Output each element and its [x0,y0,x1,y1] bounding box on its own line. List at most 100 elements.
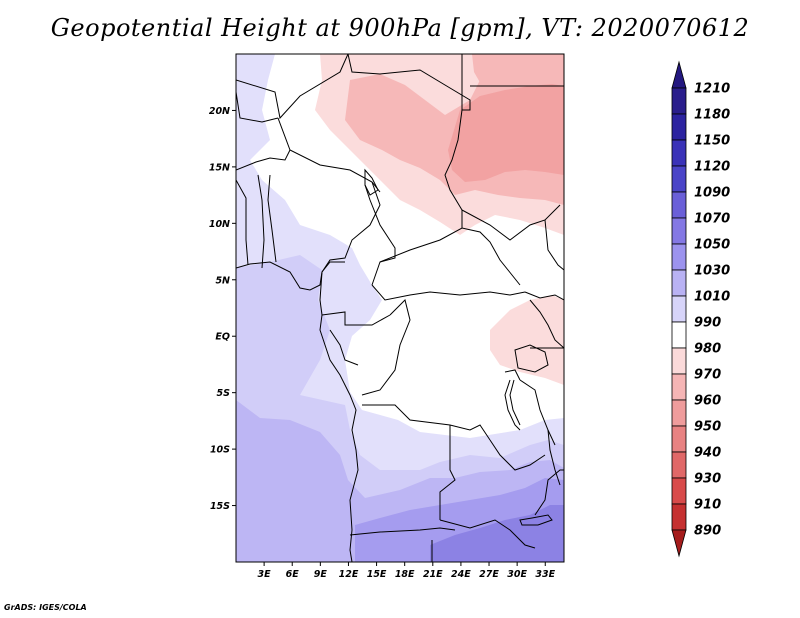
coast-west-africa [236,261,345,291]
colorbar-segment [671,87,687,115]
longitude-axis: 3E 6E 9E 12E 15E 18E 21E 24E 27E 30E 33E [258,562,556,580]
lat-tick-label: 10N [209,219,230,230]
lat-tick-label: 20N [209,106,230,117]
border-zambia-zimbabwe [439,519,536,549]
colorbar-segment [671,425,687,453]
field-pink-top [472,54,564,88]
lon-tick-label: 12E [339,569,359,580]
colorbar-label: 1090 [694,186,730,201]
border-congo-drc [361,299,411,396]
colorbar-top-arrow [671,60,687,89]
border-benin [267,174,277,263]
colorbar-segment [671,321,687,349]
border-ivory-ghana [236,179,249,266]
border-drc-zambia [489,439,546,471]
colorbar-label: 940 [694,446,721,461]
border-sudan-southsudan [461,204,561,241]
border-tanzania [519,379,556,446]
colorbar-segment [671,269,687,297]
grads-credit: GrADS: IGES/COLA [4,603,87,612]
height-field [236,54,564,562]
colorbar-segment [671,373,687,401]
lake-malawi [519,514,553,526]
lat-tick-label: 10S [210,445,230,456]
colorbar-segment [671,243,687,271]
border-gabon-congo [321,311,391,326]
border-angola-zambia [439,425,456,520]
border-southsudan-drc [524,291,564,301]
lon-tick-label: 3E [258,569,272,580]
colorbar-label: 970 [694,368,721,383]
colorbar-segment [671,451,687,479]
border-niger-nigeria [277,117,381,193]
lat-tick-label: 5N [215,275,230,286]
lake-victoria [514,344,549,373]
border-lake-tanganyika-east [509,379,521,426]
border-uganda [529,299,564,349]
colorbar-label: 930 [694,472,721,487]
field-pink-east [490,295,564,385]
border-burkina [236,149,291,171]
colorbar-label: 1180 [694,108,730,123]
border-car-drc [371,284,526,301]
colorbar-label: 1070 [694,212,730,227]
border-ghana-togo [257,174,265,269]
colorbar-label: 990 [694,316,721,331]
border-mali-niger [236,91,279,123]
colorbar-label: 910 [694,498,721,513]
colorbar-label: 1120 [694,160,730,175]
colorbar-segment [671,191,687,219]
colorbar-bottom-arrow [671,529,687,558]
border-angola-namibia [349,527,456,536]
colorbar-label: 890 [694,524,721,539]
colorbar-label: 1210 [694,82,730,97]
border-chad-car [379,227,521,286]
border-mozambique [534,469,564,516]
colorbar-segment [671,477,687,505]
lon-tick-label: 30E [507,569,527,580]
colorbar-label: 1030 [694,264,730,279]
lat-tick-label: 15N [209,162,230,173]
map-title: Geopotential Height at 900hPa [gpm], VT:… [50,14,750,42]
lat-tick-label: 5S [217,388,231,399]
field-pink-core [448,84,564,182]
colorbar-segment [671,503,687,531]
colorbar-segment [671,113,687,141]
lon-tick-label: 6E [286,569,300,580]
latitude-axis: 20N 15N 10N 5N EQ 5S 10S 15S [209,106,236,512]
colorbar-segment [671,217,687,245]
border-algeria-niger [236,54,349,120]
border-southsudan-east [544,219,564,271]
lon-tick-label: 21E [423,569,443,580]
lon-tick-label: 33E [535,569,555,580]
border-nigeria-cameroon [321,181,381,273]
lon-tick-label: 27E [479,569,499,580]
colorbar: 1210 1180 1150 1120 1090 1070 1050 1030 1010 990 9… [671,60,730,558]
colorbar-segment [671,399,687,427]
lon-tick-label: 9E [314,569,328,580]
border-rwanda-burundi [504,369,521,381]
colorbar-label: 950 [694,420,721,435]
colorbar-label: 1150 [694,134,730,149]
country-borders [236,54,564,562]
border-lake-tanganyika [504,379,521,431]
lat-tick-label: 15S [210,501,230,512]
lon-tick-label: 15E [367,569,387,580]
colorbar-segment [671,139,687,167]
lon-tick-label: 24E [451,569,471,580]
lat-tick-label: EQ [215,332,230,343]
coast-gulf-guinea [319,271,359,562]
border-gabon-south [329,329,359,366]
border-malawi [547,429,561,486]
lake-chad [364,168,379,196]
border-libya-niger-chad [347,54,471,111]
colorbar-segment [671,295,687,323]
colorbar-label: 1050 [694,238,730,253]
plot-frame [235,53,565,563]
colorbar-label: 980 [694,342,721,357]
colorbar-segment [671,347,687,375]
colorbar-segment [671,165,687,193]
field-blue-deepest [430,505,564,562]
colorbar-label: 960 [694,394,721,409]
